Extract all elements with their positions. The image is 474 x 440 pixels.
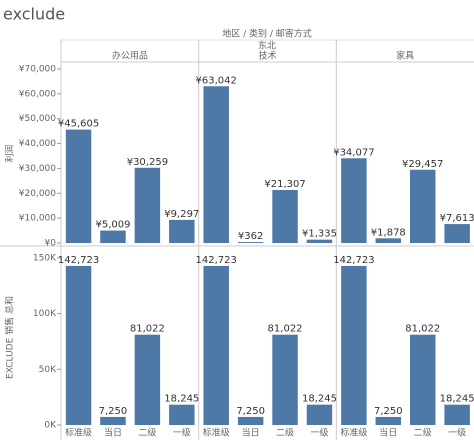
x-tick-label: 一级 bbox=[448, 427, 466, 439]
y-tick-label: 150K bbox=[33, 253, 57, 263]
bar bbox=[100, 230, 126, 243]
bar bbox=[409, 334, 436, 425]
bar bbox=[65, 129, 92, 243]
value-label: 18,245 bbox=[302, 394, 337, 405]
x-tick-label: 二级 bbox=[138, 427, 156, 439]
y-tick-label: ¥50,000 bbox=[19, 114, 56, 124]
value-label: ¥5,009 bbox=[95, 220, 130, 231]
x-tick-label: 二级 bbox=[276, 427, 294, 439]
bar bbox=[375, 416, 402, 425]
y-tick-label: ¥70,000 bbox=[19, 64, 56, 74]
y-tick-label: 50K bbox=[39, 365, 57, 375]
value-label: 142,723 bbox=[333, 255, 374, 266]
y-tick-label: ¥30,000 bbox=[19, 164, 56, 174]
y-tick-label: ¥20,000 bbox=[19, 189, 56, 199]
panel-label: 技术 bbox=[258, 50, 276, 62]
bar bbox=[375, 238, 402, 243]
value-label: 18,245 bbox=[440, 394, 474, 405]
bar bbox=[341, 158, 367, 243]
x-tick-label: 一级 bbox=[173, 427, 191, 439]
x-tick-label: 标准级 bbox=[65, 427, 92, 439]
x-tick-label: 当日 bbox=[104, 427, 122, 439]
region: 东北 bbox=[258, 40, 276, 52]
bar bbox=[306, 239, 333, 243]
bar bbox=[272, 334, 298, 425]
value-label: ¥21,307 bbox=[264, 179, 305, 190]
y-axis-title: EXCLUDE 销售 总和 bbox=[4, 296, 16, 379]
y-tick-label: ¥0 bbox=[45, 239, 57, 249]
bar bbox=[100, 416, 126, 425]
x-tick-label: 当日 bbox=[242, 427, 260, 439]
bar bbox=[341, 265, 367, 425]
bar bbox=[134, 334, 161, 425]
x-tick-label: 二级 bbox=[414, 427, 432, 439]
x-tick-label: 标准级 bbox=[340, 427, 367, 439]
value-label: ¥34,077 bbox=[333, 147, 374, 158]
value-label: ¥45,605 bbox=[58, 119, 99, 130]
value-label: 7,250 bbox=[99, 406, 128, 417]
bar bbox=[237, 416, 264, 425]
bar bbox=[444, 224, 470, 243]
value-label: ¥9,297 bbox=[164, 209, 199, 220]
x-tick-label: 一级 bbox=[310, 427, 328, 439]
value-label: 142,723 bbox=[196, 255, 237, 266]
header: 地区 / 类别 / 邮寄方式 bbox=[222, 28, 312, 40]
bar bbox=[203, 265, 229, 425]
bar bbox=[272, 190, 298, 243]
value-label: 81,022 bbox=[130, 324, 165, 335]
y-tick-label: ¥60,000 bbox=[19, 89, 56, 99]
x-tick-label: 标准级 bbox=[203, 427, 230, 439]
value-label: ¥7,613 bbox=[440, 213, 474, 224]
value-label: ¥362 bbox=[238, 231, 263, 242]
bar bbox=[169, 219, 195, 243]
bar bbox=[306, 404, 333, 425]
bar bbox=[65, 265, 92, 425]
value-label: 7,250 bbox=[374, 406, 403, 417]
value-label: ¥30,259 bbox=[127, 157, 168, 168]
y-tick-label: ¥10,000 bbox=[19, 214, 56, 224]
bar bbox=[134, 167, 161, 243]
value-label: 142,723 bbox=[58, 255, 99, 266]
bar bbox=[203, 86, 229, 243]
y-tick-label: 0K bbox=[44, 421, 57, 431]
value-label: 81,022 bbox=[268, 324, 303, 335]
value-label: ¥29,457 bbox=[402, 159, 443, 170]
bar bbox=[409, 169, 436, 243]
y-tick-label: ¥40,000 bbox=[19, 139, 56, 149]
value-label: ¥1,335 bbox=[302, 229, 337, 240]
value-label: 81,022 bbox=[405, 324, 440, 335]
value-label: ¥1,878 bbox=[371, 227, 406, 238]
value-label: ¥63,042 bbox=[196, 75, 237, 86]
value-label: 18,245 bbox=[164, 394, 199, 405]
y-tick-label: 100K bbox=[33, 309, 57, 319]
y-axis-title: 利润 bbox=[4, 144, 16, 162]
panel-label: 办公用品 bbox=[112, 50, 148, 62]
panel-label: 家具 bbox=[396, 50, 414, 62]
x-tick-label: 当日 bbox=[379, 427, 397, 439]
bar bbox=[169, 404, 195, 425]
bar bbox=[444, 404, 470, 425]
value-label: 7,250 bbox=[236, 406, 265, 417]
bar bbox=[237, 242, 264, 243]
page-title: exclude bbox=[3, 5, 65, 24]
